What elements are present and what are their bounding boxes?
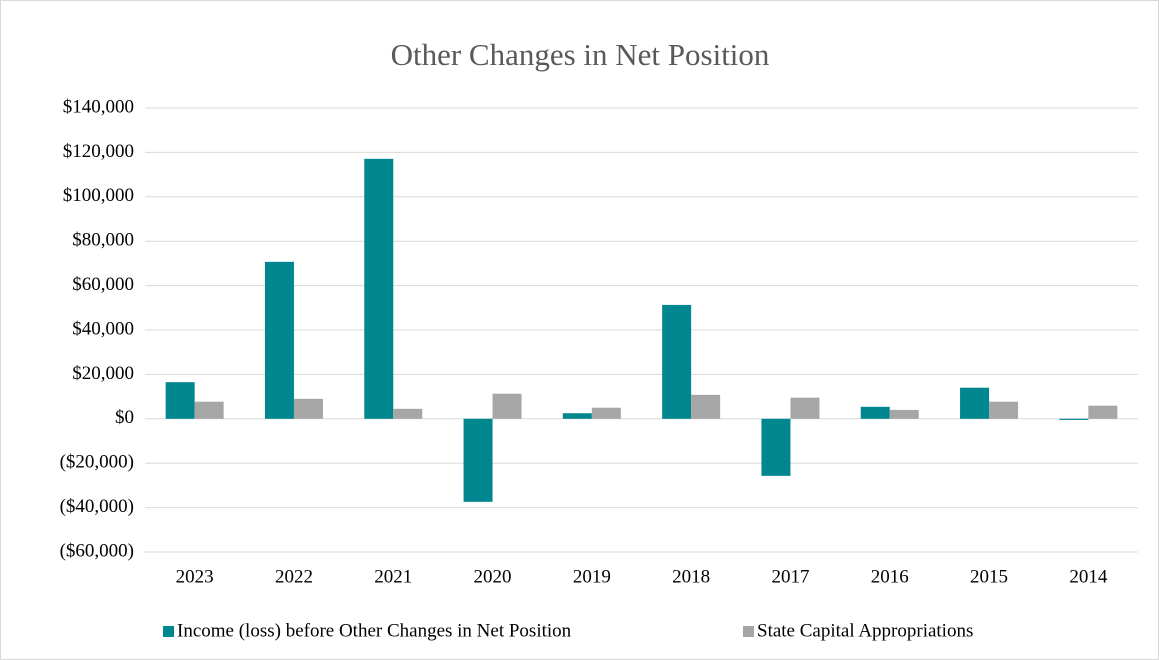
bar: [860, 406, 890, 419]
y-tick-label: $120,000: [63, 141, 134, 162]
bar: [591, 407, 621, 419]
bar: [1088, 405, 1118, 419]
bar: [194, 401, 224, 419]
legend-label: State Capital Appropriations: [757, 620, 973, 641]
x-tick-label: 2016: [871, 566, 909, 587]
x-tick-label: 2015: [970, 566, 1008, 587]
bar: [264, 261, 294, 419]
legend-label: Income (loss) before Other Changes in Ne…: [177, 620, 572, 641]
bar: [463, 418, 493, 502]
x-tick-label: 2017: [771, 566, 809, 587]
y-tick-label: $80,000: [72, 230, 134, 251]
bar: [889, 409, 919, 419]
y-tick-label: $40,000: [72, 318, 134, 339]
x-tick-label: 2014: [1069, 566, 1108, 587]
bar: [691, 394, 721, 419]
x-tick-label: 2019: [573, 566, 611, 587]
bar: [989, 401, 1019, 419]
y-tick-label: ($60,000): [60, 540, 134, 561]
bar: [165, 382, 195, 419]
y-tick-label: $0: [115, 407, 134, 428]
bar: [960, 387, 990, 419]
legend-swatch: [163, 626, 174, 637]
x-tick-label: 2020: [474, 566, 512, 587]
x-tick-label: 2018: [672, 566, 710, 587]
bar: [790, 397, 820, 419]
bar: [364, 158, 394, 419]
bar: [662, 304, 692, 419]
bar: [393, 408, 423, 419]
chart-title: Other Changes in Net Position: [391, 37, 770, 72]
bar: [492, 393, 522, 419]
y-tick-label: $100,000: [63, 185, 134, 206]
y-tick-label: ($20,000): [60, 452, 134, 473]
bar: [761, 418, 791, 476]
x-tick-label: 2022: [275, 566, 313, 587]
y-tick-label: ($40,000): [60, 496, 134, 517]
y-tick-label: $60,000: [72, 274, 134, 295]
x-tick-label: 2023: [176, 566, 214, 587]
bar: [562, 413, 592, 419]
bar: [1059, 418, 1089, 420]
y-tick-label: $20,000: [72, 363, 134, 384]
bar: [293, 398, 323, 419]
legend-swatch: [743, 626, 754, 637]
y-tick-label: $140,000: [63, 96, 134, 117]
x-tick-label: 2021: [374, 566, 412, 587]
